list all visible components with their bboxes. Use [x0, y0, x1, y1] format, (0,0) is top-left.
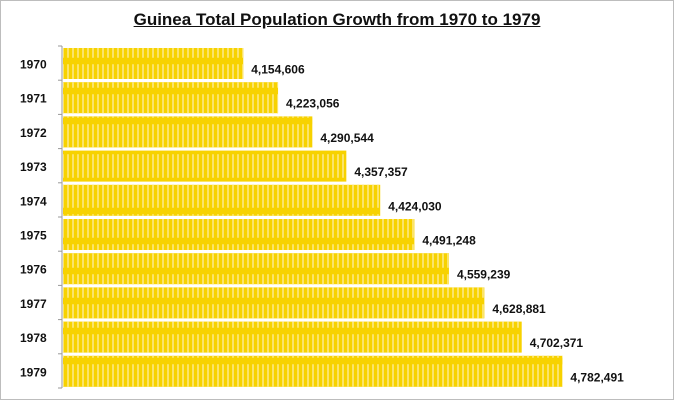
data-label: 4,559,239	[457, 268, 511, 282]
data-label: 4,628,881	[492, 302, 546, 316]
chart-title: Guinea Total Population Growth from 1970…	[0, 10, 674, 30]
y-tick-label: 1970	[20, 58, 47, 72]
data-label: 4,223,056	[286, 97, 340, 111]
y-tick-label: 1972	[20, 126, 47, 140]
data-label: 4,782,491	[570, 370, 624, 384]
y-tick-label: 1974	[20, 194, 47, 208]
bar-texture	[63, 82, 279, 114]
y-tick-label: 1979	[20, 365, 47, 379]
data-label: 4,154,606	[251, 63, 305, 77]
bar-texture	[63, 321, 522, 353]
y-tick-label: 1978	[20, 331, 47, 345]
bar-texture	[63, 253, 449, 285]
y-tick-label: 1975	[20, 229, 47, 243]
bar-texture	[63, 219, 415, 250]
bar-texture	[63, 48, 244, 79]
bar-texture	[63, 116, 313, 148]
bar-texture	[63, 355, 563, 387]
data-label: 4,702,371	[530, 336, 584, 350]
bar-texture	[63, 184, 381, 216]
y-tick-label: 1977	[20, 297, 47, 311]
bar-texture	[63, 287, 485, 319]
bar-texture	[63, 150, 347, 182]
data-label: 4,424,030	[388, 199, 442, 213]
y-tick-label: 1976	[20, 263, 47, 277]
chart-title-text: Guinea Total Population Growth from 1970…	[133, 10, 541, 29]
data-label: 4,491,248	[422, 234, 476, 248]
y-tick-label: 1973	[20, 160, 47, 174]
data-label: 4,290,544	[320, 131, 374, 145]
y-tick-label: 1971	[20, 92, 47, 106]
data-label: 4,357,357	[354, 165, 408, 179]
